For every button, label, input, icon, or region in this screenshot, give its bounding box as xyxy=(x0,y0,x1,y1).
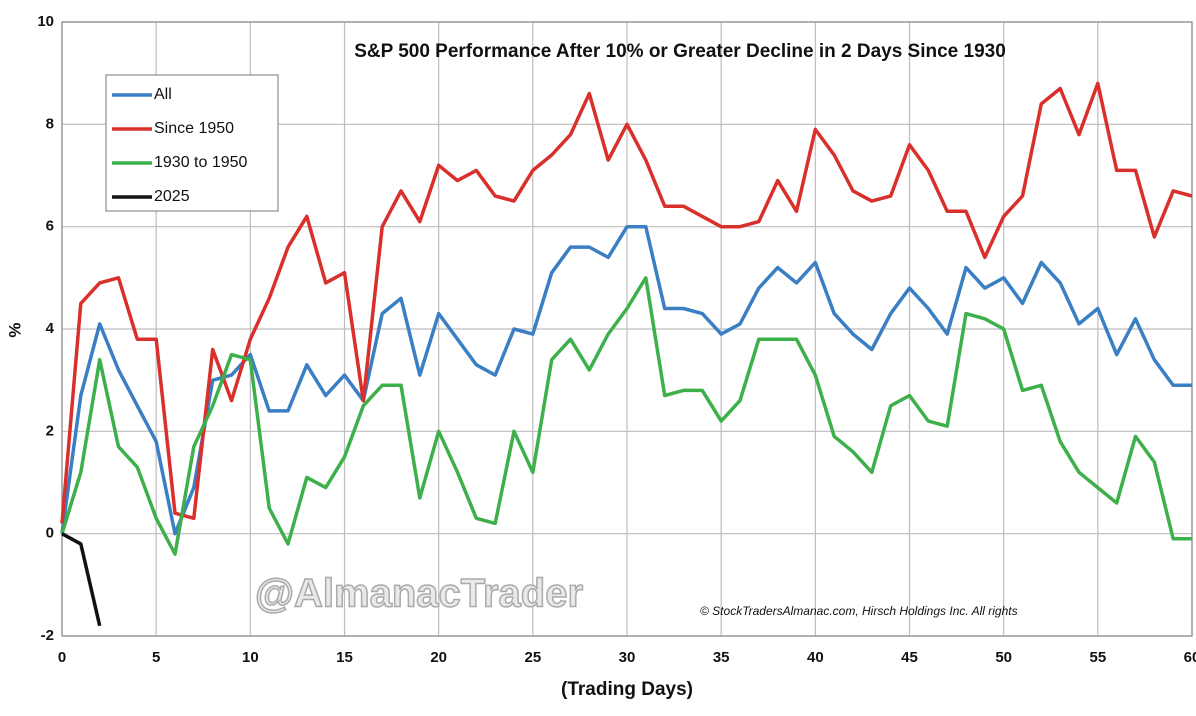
legend-label: 2025 xyxy=(154,188,190,205)
x-tick-label: 10 xyxy=(242,649,259,666)
legend-label: 1930 to 1950 xyxy=(154,154,248,171)
y-tick-label: 2 xyxy=(46,422,54,439)
y-tick-label: 4 xyxy=(46,320,55,337)
y-tick-label: 0 xyxy=(46,525,54,542)
x-tick-label: 0 xyxy=(58,649,66,666)
x-tick-label: 40 xyxy=(807,649,824,666)
x-tick-label: 15 xyxy=(336,649,353,666)
watermark: @AlmanacTrader xyxy=(255,572,583,616)
x-tick-label: 45 xyxy=(901,649,918,666)
x-tick-label: 25 xyxy=(524,649,541,666)
x-tick-label: 60 xyxy=(1184,649,1196,666)
x-axis-label: (Trading Days) xyxy=(561,679,693,700)
x-tick-label: 30 xyxy=(619,649,636,666)
x-tick-label: 35 xyxy=(713,649,730,666)
series-line xyxy=(61,532,102,627)
series-line xyxy=(60,81,1193,524)
legend-label: All xyxy=(154,86,172,103)
x-tick-label: 20 xyxy=(430,649,447,666)
y-tick-label: 10 xyxy=(37,13,54,30)
legend-box xyxy=(105,74,279,212)
y-tick-label: 6 xyxy=(46,218,54,235)
series-line xyxy=(60,276,1192,556)
x-tick-label: 5 xyxy=(152,649,160,666)
chart-title: S&P 500 Performance After 10% or Greater… xyxy=(354,41,1006,62)
x-tick-label: 50 xyxy=(995,649,1012,666)
legend-label: Since 1950 xyxy=(154,120,234,137)
plot-frame xyxy=(61,21,1193,637)
source-note: © StockTradersAlmanac.com, Hirsch Holdin… xyxy=(700,604,1018,618)
y-tick-label: -2 xyxy=(41,627,54,644)
y-axis-label: % xyxy=(5,322,24,337)
series-line xyxy=(60,224,1192,536)
x-tick-label: 55 xyxy=(1089,649,1106,666)
y-tick-label: 8 xyxy=(46,115,54,132)
